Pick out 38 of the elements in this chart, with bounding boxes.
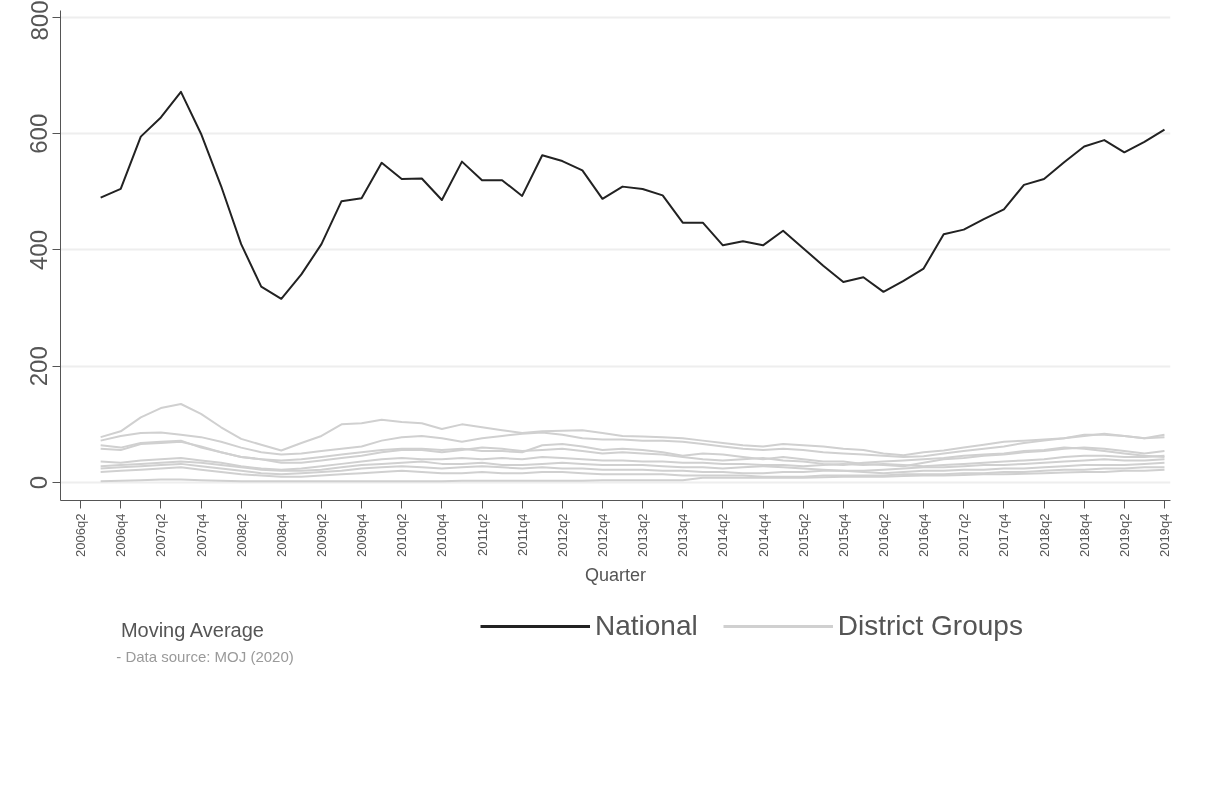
x-tick-label: 2015q4 — [835, 513, 851, 557]
x-tick-label: 2009q2 — [313, 513, 329, 557]
y-tick-label: 600 — [25, 113, 53, 154]
x-tick-label: 2015q2 — [795, 513, 811, 557]
x-tick-label: 2019q2 — [1116, 513, 1132, 557]
y-tick-label: 400 — [25, 229, 53, 270]
x-tick-label: 2018q2 — [1036, 513, 1052, 557]
x-tick-label: 2006q2 — [73, 513, 89, 557]
x-tick-label: 2014q2 — [715, 513, 731, 557]
x-tick-label: 2013q4 — [675, 513, 691, 557]
y-tick-label: 800 — [25, 0, 53, 41]
x-axis-title: Quarter — [584, 564, 647, 585]
y-tick-label: 200 — [25, 346, 53, 387]
x-tick-label: 2017q2 — [956, 513, 972, 557]
x-tick-label: 2014q4 — [755, 513, 771, 557]
x-tick-label: 2007q2 — [153, 513, 169, 557]
x-tick-label: 2007q4 — [193, 513, 209, 557]
legend-label: National — [595, 610, 698, 642]
x-tick-label: 2017q4 — [996, 513, 1012, 557]
x-tick-label: 2012q4 — [594, 513, 610, 557]
x-tick-label: 2012q2 — [554, 513, 570, 557]
x-tick-label: 2010q4 — [434, 513, 450, 557]
x-tick-label: 2018q4 — [1076, 513, 1092, 557]
legend-title: Moving Average — [120, 618, 264, 641]
x-tick-label: 2016q2 — [875, 513, 891, 557]
x-tick-label: 2008q2 — [233, 513, 249, 557]
x-tick-label: 2009q4 — [354, 513, 370, 557]
x-tick-label: 2016q4 — [916, 513, 932, 557]
x-tick-label: 2011q4 — [514, 513, 530, 556]
y-tick-label: 0 — [25, 475, 53, 490]
x-tick-label: 2019q4 — [1156, 513, 1172, 557]
legend-label: District Groups — [837, 610, 1023, 642]
x-tick-label: 2013q2 — [635, 513, 651, 557]
x-tick-label: 2011q2 — [474, 513, 490, 556]
x-tick-label: 2010q2 — [394, 513, 410, 557]
x-tick-label: 2008q4 — [273, 513, 289, 557]
x-tick-label: 2006q4 — [113, 513, 129, 557]
text: - Data source: MOJ (2020) — [116, 647, 294, 665]
